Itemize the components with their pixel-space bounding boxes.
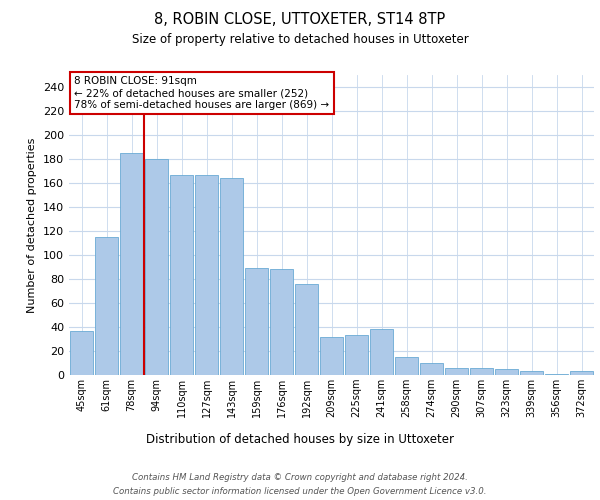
Bar <box>220 178 243 375</box>
Bar <box>70 330 93 375</box>
Y-axis label: Number of detached properties: Number of detached properties <box>28 138 37 312</box>
Bar <box>370 330 393 375</box>
Text: Contains HM Land Registry data © Crown copyright and database right 2024.: Contains HM Land Registry data © Crown c… <box>132 472 468 482</box>
Bar <box>270 270 293 375</box>
Text: Contains public sector information licensed under the Open Government Licence v3: Contains public sector information licen… <box>113 488 487 496</box>
Text: Size of property relative to detached houses in Uttoxeter: Size of property relative to detached ho… <box>131 32 469 46</box>
Bar <box>295 284 318 375</box>
Bar <box>520 372 543 375</box>
Bar <box>395 357 418 375</box>
Bar <box>195 174 218 375</box>
Text: 8 ROBIN CLOSE: 91sqm
← 22% of detached houses are smaller (252)
78% of semi-deta: 8 ROBIN CLOSE: 91sqm ← 22% of detached h… <box>74 76 329 110</box>
Bar <box>420 363 443 375</box>
Bar <box>245 268 268 375</box>
Bar <box>345 336 368 375</box>
Bar <box>120 153 143 375</box>
Bar <box>570 372 593 375</box>
Bar <box>470 368 493 375</box>
Bar <box>445 368 468 375</box>
Bar <box>320 336 343 375</box>
Text: Distribution of detached houses by size in Uttoxeter: Distribution of detached houses by size … <box>146 432 454 446</box>
Bar <box>545 374 568 375</box>
Bar <box>95 237 118 375</box>
Bar <box>495 369 518 375</box>
Bar <box>145 159 168 375</box>
Text: 8, ROBIN CLOSE, UTTOXETER, ST14 8TP: 8, ROBIN CLOSE, UTTOXETER, ST14 8TP <box>154 12 446 28</box>
Bar <box>170 174 193 375</box>
